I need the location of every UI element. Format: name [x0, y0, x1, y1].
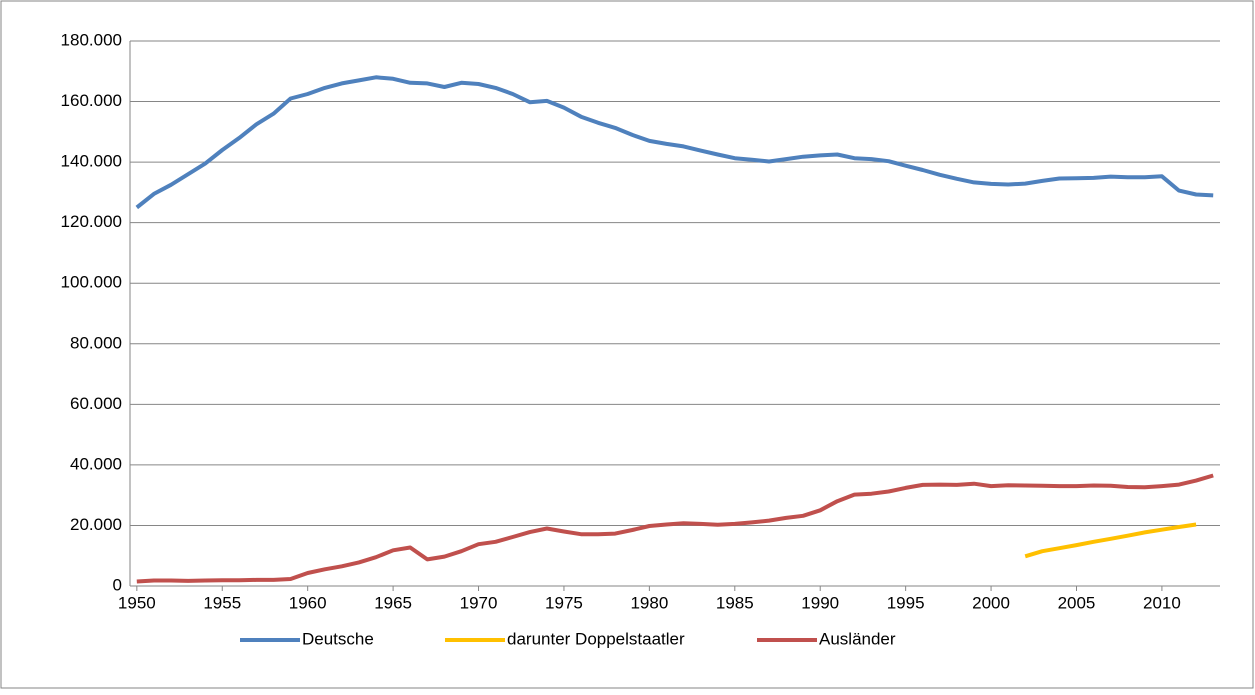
series-line [136, 473, 1214, 584]
y-tick-label: 0 [113, 575, 122, 594]
x-tick-label: 1990 [801, 593, 839, 612]
y-tick-label: 60.000 [70, 394, 122, 413]
x-tick-label: 1950 [118, 593, 156, 612]
legend-label: Deutsche [302, 629, 374, 648]
x-tick-label: 1955 [203, 593, 241, 612]
x-tick-label: 1975 [545, 593, 583, 612]
y-tick-label: 140.000 [61, 152, 122, 171]
x-tick-label: 1970 [460, 593, 498, 612]
y-tick-label: 40.000 [70, 454, 122, 473]
x-tick-label: 1960 [289, 593, 327, 612]
legend-label: darunter Doppelstaatler [507, 629, 685, 648]
x-tick-label: 2005 [1058, 593, 1096, 612]
y-tick-label: 100.000 [61, 273, 122, 292]
x-tick-label: 1995 [887, 593, 925, 612]
y-tick-label: 160.000 [61, 91, 122, 110]
y-tick-label: 180.000 [61, 30, 122, 49]
y-tick-label: 80.000 [70, 333, 122, 352]
x-tick-label: 2010 [1143, 593, 1181, 612]
x-tick-label: 1985 [716, 593, 754, 612]
series-line [135, 75, 1214, 210]
y-tick-label: 20.000 [70, 515, 122, 534]
series-line [1024, 522, 1197, 559]
x-tick-label: 1965 [374, 593, 412, 612]
y-tick-label: 120.000 [61, 212, 122, 231]
x-tick-label: 1980 [630, 593, 668, 612]
x-tick-label: 2000 [972, 593, 1010, 612]
legend-label: Ausländer [819, 629, 896, 648]
